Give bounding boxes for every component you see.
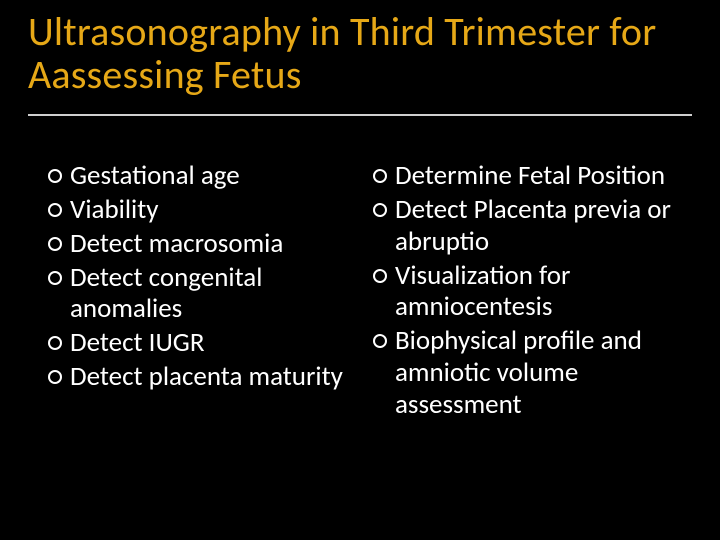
list-item-text: Gestational age	[70, 160, 355, 192]
list-item-text: Biophysical profile and amniotic volume …	[395, 325, 680, 421]
title-container: Ultrasonography in Third Trimester for A…	[28, 10, 692, 116]
list-item-text: Detect congenital anomalies	[70, 262, 355, 326]
slide: Ultrasonography in Third Trimester for A…	[0, 0, 720, 540]
list-item: Detect IUGR	[48, 327, 355, 359]
slide-title: Ultrasonography in Third Trimester for A…	[28, 10, 692, 96]
list-item-text: Viability	[70, 194, 355, 226]
left-column: Gestational age Viability Detect macroso…	[48, 160, 355, 510]
bullet-icon	[48, 203, 62, 217]
list-item: Detect macrosomia	[48, 228, 355, 260]
list-item: Determine Fetal Position	[373, 160, 680, 192]
bullet-icon	[48, 336, 62, 350]
list-item: Gestational age	[48, 160, 355, 192]
bullet-icon	[48, 169, 62, 183]
bullet-icon	[373, 203, 387, 217]
list-item: Detect Placenta previa or abruptio	[373, 194, 680, 258]
content-columns: Gestational age Viability Detect macroso…	[48, 160, 680, 510]
list-item: Viability	[48, 194, 355, 226]
list-item-text: Determine Fetal Position	[395, 160, 680, 192]
bullet-icon	[373, 269, 387, 283]
list-item-text: Detect placenta maturity	[70, 361, 355, 393]
bullet-icon	[373, 334, 387, 348]
list-item-text: Detect Placenta previa or abruptio	[395, 194, 680, 258]
bullet-icon	[373, 169, 387, 183]
list-item-text: Visualization for amniocentesis	[395, 260, 680, 324]
right-column: Determine Fetal Position Detect Placenta…	[373, 160, 680, 510]
bullet-icon	[48, 370, 62, 384]
bullet-icon	[48, 237, 62, 251]
list-item-text: Detect macrosomia	[70, 228, 355, 260]
list-item: Detect placenta maturity	[48, 361, 355, 393]
list-item: Biophysical profile and amniotic volume …	[373, 325, 680, 421]
list-item-text: Detect IUGR	[70, 327, 355, 359]
bullet-icon	[48, 271, 62, 285]
list-item: Detect congenital anomalies	[48, 262, 355, 326]
list-item: Visualization for amniocentesis	[373, 260, 680, 324]
